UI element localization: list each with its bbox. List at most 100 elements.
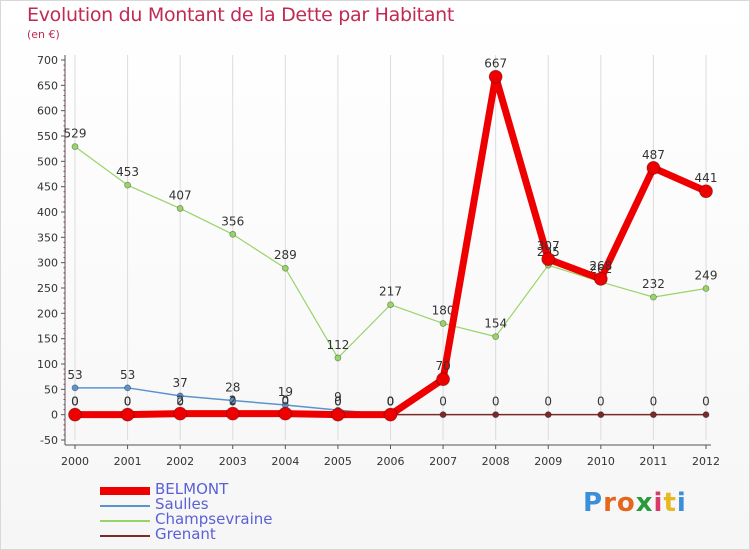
y-minor-tick bbox=[63, 201, 65, 203]
point-grenant bbox=[544, 411, 552, 419]
legend-label-belmont: BELMONT bbox=[155, 480, 229, 498]
data-label-belmont: 0 bbox=[387, 395, 395, 409]
y-minor-tick bbox=[63, 409, 65, 411]
data-label-champsevraine: 407 bbox=[169, 188, 192, 202]
point-saulles bbox=[124, 384, 131, 392]
y-minor-tick bbox=[63, 105, 65, 107]
point-champsevraine bbox=[492, 333, 500, 341]
data-label-grenant: 0 bbox=[387, 395, 395, 409]
point-champsevraine bbox=[176, 205, 184, 212]
point-saulles bbox=[229, 397, 237, 404]
data-label-grenant: 0 bbox=[71, 395, 79, 409]
legend-swatch-saulles bbox=[100, 505, 150, 507]
y-minor-tick bbox=[63, 424, 65, 426]
y-minor-tick bbox=[63, 94, 65, 96]
y-minor-tick bbox=[63, 292, 65, 294]
y-minor-tick bbox=[63, 307, 65, 309]
legend-label-champsevraine: Champsevraine bbox=[155, 510, 273, 528]
y-minor-tick bbox=[63, 317, 65, 319]
point-champsevraine bbox=[124, 181, 131, 189]
y-minor-tick bbox=[63, 348, 65, 350]
point-belmont bbox=[488, 69, 503, 84]
y-tick-label: 250 bbox=[37, 282, 58, 295]
logo-letter: r bbox=[603, 488, 617, 518]
y-minor-tick bbox=[63, 277, 65, 279]
point-saulles bbox=[71, 384, 79, 392]
x-tick-label: 2000 bbox=[61, 455, 89, 468]
y-tick-label: 450 bbox=[37, 181, 58, 194]
data-label-belmont: 268 bbox=[589, 259, 612, 273]
y-minor-tick bbox=[63, 257, 65, 259]
y-minor-tick bbox=[63, 206, 65, 208]
x-tick-label: 2005 bbox=[324, 455, 352, 468]
y-minor-tick bbox=[63, 328, 65, 330]
y-tick-label: -50 bbox=[40, 434, 58, 447]
y-minor-tick bbox=[63, 302, 65, 304]
y-minor-tick bbox=[63, 373, 65, 375]
y-minor-tick bbox=[63, 216, 65, 218]
point-champsevraine bbox=[281, 264, 289, 272]
logo-letter: x bbox=[635, 488, 654, 518]
point-grenant bbox=[597, 411, 605, 419]
y-minor-tick bbox=[63, 272, 65, 274]
data-label-saulles: 53 bbox=[120, 368, 135, 382]
y-minor-tick bbox=[63, 246, 65, 248]
point-champsevraine bbox=[702, 285, 710, 292]
y-minor-tick bbox=[63, 165, 65, 167]
logo-letter: t bbox=[663, 488, 677, 518]
x-tick-label: 2012 bbox=[692, 455, 720, 468]
y-minor-tick bbox=[63, 196, 65, 198]
y-minor-tick bbox=[63, 115, 65, 117]
y-minor-tick bbox=[63, 393, 65, 395]
y-minor-tick bbox=[63, 231, 65, 233]
y-minor-tick bbox=[63, 241, 65, 243]
y-minor-tick bbox=[63, 89, 65, 91]
point-belmont bbox=[278, 406, 293, 421]
point-belmont bbox=[541, 252, 556, 267]
legend-swatch-belmont bbox=[100, 487, 150, 495]
y-minor-tick bbox=[63, 221, 65, 223]
y-minor-tick bbox=[63, 69, 65, 71]
data-label-belmont: 2 bbox=[229, 394, 237, 408]
point-belmont bbox=[646, 161, 661, 175]
x-tick-label: 2008 bbox=[482, 455, 510, 468]
data-label-belmont: 441 bbox=[695, 171, 718, 185]
point-belmont bbox=[383, 407, 398, 422]
y-tick-label: 500 bbox=[37, 155, 58, 168]
data-label-grenant: 0 bbox=[176, 395, 184, 409]
y-minor-tick bbox=[63, 419, 65, 421]
y-tick-label: 650 bbox=[37, 79, 58, 92]
y-minor-tick bbox=[63, 368, 65, 370]
data-label-saulles: 53 bbox=[67, 368, 82, 382]
y-tick-label: 700 bbox=[37, 54, 58, 67]
point-belmont bbox=[699, 184, 713, 199]
y-tick-label: 600 bbox=[37, 105, 58, 118]
y-minor-tick bbox=[63, 322, 65, 324]
data-label-grenant: 0 bbox=[650, 395, 658, 409]
x-tick-label: 2002 bbox=[166, 455, 194, 468]
y-tick-label: 50 bbox=[44, 383, 58, 396]
y-tick-label: 400 bbox=[37, 206, 58, 219]
y-tick-label: 200 bbox=[37, 307, 58, 320]
y-minor-tick bbox=[63, 297, 65, 299]
y-minor-tick bbox=[63, 333, 65, 335]
data-label-belmont: 0 bbox=[334, 395, 342, 409]
data-label-saulles: 37 bbox=[173, 376, 188, 390]
y-minor-tick bbox=[63, 404, 65, 406]
data-label-belmont: 487 bbox=[642, 148, 665, 162]
data-label-grenant: 0 bbox=[597, 395, 605, 409]
y-minor-tick bbox=[63, 145, 65, 147]
data-label-champsevraine: 529 bbox=[64, 127, 87, 141]
y-tick-label: 0 bbox=[51, 409, 58, 422]
point-belmont bbox=[120, 407, 135, 422]
logo-letter: P bbox=[583, 488, 604, 518]
data-label-champsevraine: 217 bbox=[379, 285, 402, 299]
y-minor-tick bbox=[63, 64, 65, 66]
data-label-grenant: 0 bbox=[492, 395, 500, 409]
proxiti-logo: Proxiti bbox=[583, 488, 687, 518]
data-label-grenant: 0 bbox=[282, 395, 290, 409]
y-minor-tick bbox=[63, 226, 65, 228]
point-grenant bbox=[650, 411, 657, 419]
logo-letter: i bbox=[653, 488, 664, 518]
